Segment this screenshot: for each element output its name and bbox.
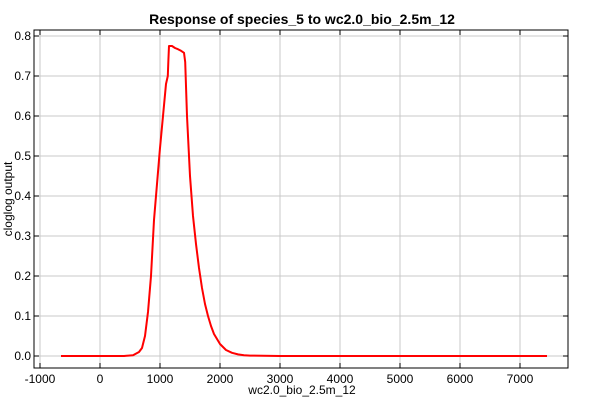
y-tick-label: 0.3 bbox=[14, 229, 31, 243]
ticks bbox=[34, 30, 568, 368]
y-tick-label: 0.8 bbox=[14, 29, 31, 43]
y-tick-label: 0.6 bbox=[14, 109, 31, 123]
grid bbox=[34, 30, 568, 368]
x-tick-label: 2000 bbox=[207, 372, 234, 386]
y-axis-label: cloglog output bbox=[1, 161, 15, 236]
x-axis-label: wc2.0_bio_2.5m_12 bbox=[247, 383, 356, 397]
x-tick-label: 4000 bbox=[327, 372, 354, 386]
x-tick-label: 3000 bbox=[267, 372, 294, 386]
y-tick-label: 0.7 bbox=[14, 69, 31, 83]
y-tick-label: 0.0 bbox=[14, 349, 31, 363]
y-tick-label: 0.2 bbox=[14, 269, 31, 283]
chart-title: Response of species_5 to wc2.0_bio_2.5m_… bbox=[149, 11, 455, 27]
x-tick-label: 5000 bbox=[387, 372, 414, 386]
x-tick-label: 6000 bbox=[447, 372, 474, 386]
y-tick-label: 0.5 bbox=[14, 149, 31, 163]
x-tick-label: 1000 bbox=[147, 372, 174, 386]
tick-labels: -1000 0 1000 2000 3000 4000 5000 6000 7000 0.0 0.1… bbox=[14, 29, 533, 386]
x-tick-label: -1000 bbox=[25, 372, 56, 386]
plot-frame bbox=[33, 29, 569, 369]
x-tick-label: 7000 bbox=[507, 372, 534, 386]
x-tick-label: 0 bbox=[97, 372, 104, 386]
y-tick-label: 0.4 bbox=[14, 189, 31, 203]
series-line-response bbox=[61, 45, 547, 357]
y-tick-label: 0.1 bbox=[14, 309, 31, 323]
